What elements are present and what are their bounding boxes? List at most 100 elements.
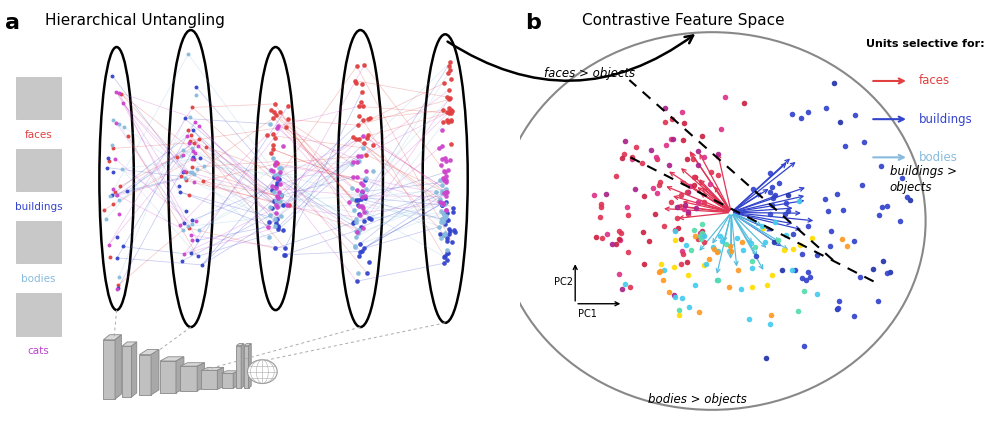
Point [870, 297, 886, 305]
Point [98, 215, 114, 222]
Point [269, 192, 285, 199]
Point [794, 250, 810, 257]
Point [442, 108, 458, 115]
Point [435, 219, 451, 226]
Point [441, 104, 457, 111]
Point [350, 230, 366, 237]
Point [594, 234, 610, 241]
Point [696, 232, 712, 239]
Point [279, 201, 295, 208]
Point [710, 171, 726, 179]
Point [439, 250, 455, 257]
Text: bodies: bodies [21, 274, 56, 284]
Point [269, 175, 285, 182]
Point [671, 312, 687, 319]
Point [436, 212, 452, 219]
Point [817, 195, 833, 202]
Point [361, 258, 377, 265]
Point [433, 207, 449, 214]
Point [614, 155, 630, 162]
Point [762, 188, 778, 195]
Point [115, 243, 131, 250]
Point [102, 254, 118, 261]
Point [273, 193, 289, 200]
Point [346, 219, 362, 226]
Point [441, 86, 457, 93]
Point [443, 117, 459, 124]
Point [437, 229, 453, 236]
Point [353, 192, 369, 199]
Point [276, 251, 292, 259]
Point [879, 270, 895, 277]
Point [267, 171, 283, 179]
Point [736, 99, 752, 107]
Point [266, 108, 282, 115]
Point [432, 198, 448, 206]
Point [624, 153, 640, 160]
Point [652, 267, 668, 274]
Point [180, 223, 196, 230]
Point [837, 143, 853, 150]
Point [674, 294, 690, 301]
Bar [16, 77, 61, 119]
Point [195, 178, 211, 185]
Point [351, 103, 367, 110]
Point [657, 105, 673, 112]
Point [175, 151, 191, 158]
Point [270, 122, 286, 130]
Point [643, 147, 659, 154]
Point [674, 248, 690, 255]
Point [780, 208, 796, 215]
Point [186, 179, 202, 186]
Point [688, 204, 704, 211]
Point [667, 226, 683, 233]
Point [667, 237, 683, 244]
Point [839, 243, 855, 250]
Point [830, 304, 846, 311]
Polygon shape [103, 335, 121, 340]
Point [433, 161, 449, 168]
Point [349, 187, 365, 194]
Point [268, 158, 284, 165]
Point [744, 284, 760, 291]
Point [355, 132, 371, 139]
Point [277, 251, 293, 258]
Point [669, 214, 685, 221]
Point [189, 165, 205, 172]
Point [624, 156, 640, 163]
Point [879, 202, 895, 209]
Point [108, 88, 124, 95]
Point [110, 284, 126, 291]
Point [766, 238, 782, 245]
Text: faces: faces [918, 74, 950, 88]
Point [265, 154, 281, 161]
Point [438, 206, 454, 213]
Polygon shape [233, 371, 239, 388]
Point [687, 232, 703, 240]
Point [198, 143, 214, 150]
Point [442, 94, 458, 101]
Polygon shape [151, 350, 159, 395]
Point [875, 257, 891, 264]
Point [355, 204, 371, 211]
Point [604, 240, 620, 247]
Point [899, 194, 915, 201]
Text: buildings: buildings [918, 113, 972, 126]
Polygon shape [139, 354, 151, 395]
Polygon shape [115, 335, 121, 399]
Point [104, 191, 120, 198]
Point [355, 116, 371, 123]
Point [432, 177, 448, 184]
Point [443, 141, 459, 148]
Point [184, 104, 200, 111]
Point [348, 79, 364, 86]
Point [446, 227, 462, 234]
Point [661, 288, 677, 295]
Point [355, 225, 371, 232]
Point [354, 248, 370, 255]
Point [829, 191, 845, 198]
Point [710, 150, 726, 157]
Point [271, 164, 287, 171]
Point [344, 160, 360, 168]
Point [267, 100, 283, 107]
